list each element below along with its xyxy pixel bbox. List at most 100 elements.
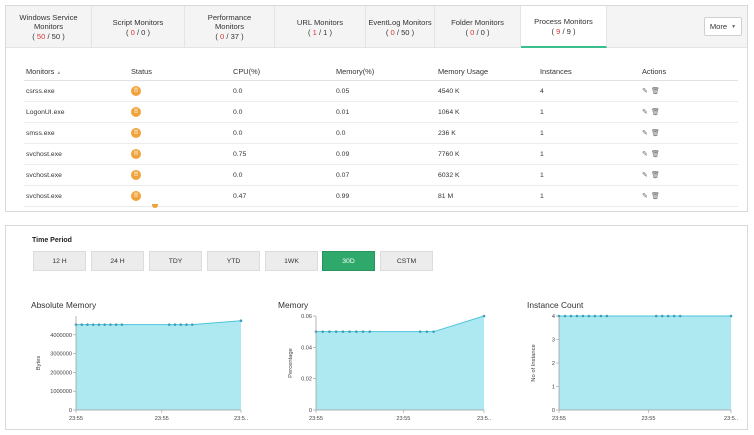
delete-icon[interactable]: 🗑: [651, 151, 660, 158]
data-point: [654, 314, 658, 318]
column-header-status: Status: [131, 67, 152, 76]
data-point: [91, 323, 95, 326]
y-tick-label: 1: [552, 385, 555, 391]
memory-usage-value: 236 K: [438, 130, 456, 137]
edit-icon[interactable]: ✎: [642, 130, 648, 137]
data-point: [482, 314, 486, 318]
y-tick-label: 2: [552, 361, 555, 367]
data-point: [97, 323, 101, 326]
more-dropdown[interactable]: More ▼: [704, 17, 742, 36]
data-point: [167, 323, 171, 326]
y-tick-label: 0.04: [301, 345, 312, 351]
table-row: LogonUI.exe !! 0.0 0.01 1064 K 1 ✎ 🗑: [24, 102, 738, 123]
tab-url-monitors[interactable]: URL Monitors ( 1 / 1 ): [275, 6, 366, 48]
data-point: [605, 314, 609, 318]
x-tick-label: 23:55: [552, 416, 566, 422]
monitor-name[interactable]: LogonUI.exe: [26, 109, 65, 116]
data-point: [587, 314, 591, 318]
y-tick-label: 0: [552, 408, 555, 414]
cpu-value: 0.75: [233, 151, 247, 158]
period-button-30d[interactable]: 30D: [322, 251, 375, 271]
delete-icon[interactable]: 🗑: [651, 193, 660, 200]
data-point: [341, 330, 345, 333]
edit-icon[interactable]: ✎: [642, 109, 648, 116]
tab-script-monitors[interactable]: Script Monitors ( 0 / 0 ): [92, 6, 185, 48]
data-point: [334, 330, 338, 333]
data-point: [575, 314, 579, 318]
y-tick-label: 4000000: [50, 333, 72, 339]
monitor-name[interactable]: smss.exe: [26, 130, 55, 137]
memory-usage-value: 7760 K: [438, 151, 460, 158]
data-point: [321, 330, 325, 333]
data-point: [328, 330, 331, 333]
column-header-actions: Actions: [642, 67, 667, 76]
monitor-name[interactable]: svchost.exe: [26, 172, 62, 179]
x-tick-label: 23:55: [69, 416, 83, 422]
column-header-memory-usage: Memory Usage: [438, 67, 489, 76]
edit-icon[interactable]: ✎: [642, 172, 648, 179]
y-tick-label: 3000000: [50, 352, 72, 358]
cpu-value: 0.0: [233, 130, 243, 137]
tab-count: ( 0 / 0 ): [125, 27, 151, 37]
tab-eventlog-monitors[interactable]: EventLog Monitors ( 0 / 50 ): [366, 6, 435, 48]
cpu-value: 0.0: [233, 172, 243, 179]
data-point: [599, 314, 603, 318]
period-button-24h[interactable]: 24 H: [91, 251, 144, 271]
edit-icon[interactable]: ✎: [642, 151, 648, 158]
monitor-name[interactable]: csrss.exe: [26, 88, 55, 95]
data-point: [185, 323, 188, 326]
column-header-label: Monitors: [26, 67, 55, 76]
period-button-ytd[interactable]: YTD: [207, 251, 260, 271]
edit-icon[interactable]: ✎: [642, 193, 648, 200]
data-point: [672, 314, 676, 318]
data-point: [368, 330, 372, 333]
delete-icon[interactable]: 🗑: [651, 130, 660, 137]
time-period-label: Time Period: [32, 237, 72, 244]
x-tick-label: 23:55: [641, 416, 655, 422]
chart-title-absolute-memory: Absolute Memory: [31, 300, 97, 310]
period-button-1wk[interactable]: 1WK: [265, 251, 318, 271]
column-header-cpu: CPU(%): [233, 67, 261, 76]
column-header-monitors[interactable]: Monitors ▲: [26, 67, 61, 76]
tab-windows-service-monitors[interactable]: Windows Service Monitors ( 50 / 50 ): [6, 6, 92, 48]
monitor-name[interactable]: svchost.exe: [26, 193, 62, 200]
data-point: [361, 330, 365, 333]
tab-count: ( 0 / 50 ): [385, 27, 415, 37]
tab-folder-monitors[interactable]: Folder Monitors ( 0 / 0 ): [435, 6, 521, 48]
delete-icon[interactable]: 🗑: [651, 109, 660, 116]
monitors-panel: Windows Service Monitors ( 50 / 50 ) Scr…: [5, 5, 748, 212]
status-icon: !!: [131, 86, 141, 96]
tab-performance-monitors[interactable]: Performance Monitors ( 0 / 37 ): [185, 6, 275, 48]
absolute-memory-chart: 0 1000000 2000000 3000000 4000000 Bytes 23:55 2…: [36, 316, 248, 422]
period-button-12h[interactable]: 12 H: [33, 251, 86, 271]
memory-usage-value: 81 M: [438, 193, 454, 200]
period-button-cstm[interactable]: CSTM: [380, 251, 433, 271]
monitor-name[interactable]: svchost.exe: [26, 151, 62, 158]
data-point: [114, 323, 118, 326]
data-point: [103, 323, 106, 326]
memory-usage-value: 1064 K: [438, 109, 460, 116]
column-header-instances: Instances: [540, 67, 572, 76]
edit-icon[interactable]: ✎: [642, 88, 648, 95]
instances-value: 1: [540, 130, 544, 137]
tab-label: Windows Service Monitors: [19, 13, 78, 31]
delete-icon[interactable]: 🗑: [651, 172, 660, 179]
tab-label: Folder Monitors: [451, 17, 504, 27]
memory-value: 0.01: [336, 109, 350, 116]
period-button-tdy[interactable]: TDY: [149, 251, 202, 271]
table-row-partial: [24, 204, 738, 211]
status-icon: !!: [131, 191, 141, 201]
memory-usage-value: 4540 K: [438, 88, 460, 95]
tab-count-active: 0: [470, 27, 475, 37]
sort-icon[interactable]: ▲: [56, 70, 62, 76]
y-axis-label: Bytes: [36, 356, 42, 371]
tab-process-monitors[interactable]: Process Monitors ( 9 / 9 ): [521, 6, 607, 48]
memory-value: 0.09: [336, 151, 350, 158]
y-tick-label: 0: [309, 408, 312, 414]
memory-value: 0.05: [336, 88, 350, 95]
delete-icon[interactable]: 🗑: [651, 88, 660, 95]
tab-count: ( 9 / 9 ): [551, 26, 576, 36]
tab-label: Process Monitors: [534, 16, 593, 26]
instances-value: 1: [540, 172, 544, 179]
data-point: [179, 323, 183, 326]
